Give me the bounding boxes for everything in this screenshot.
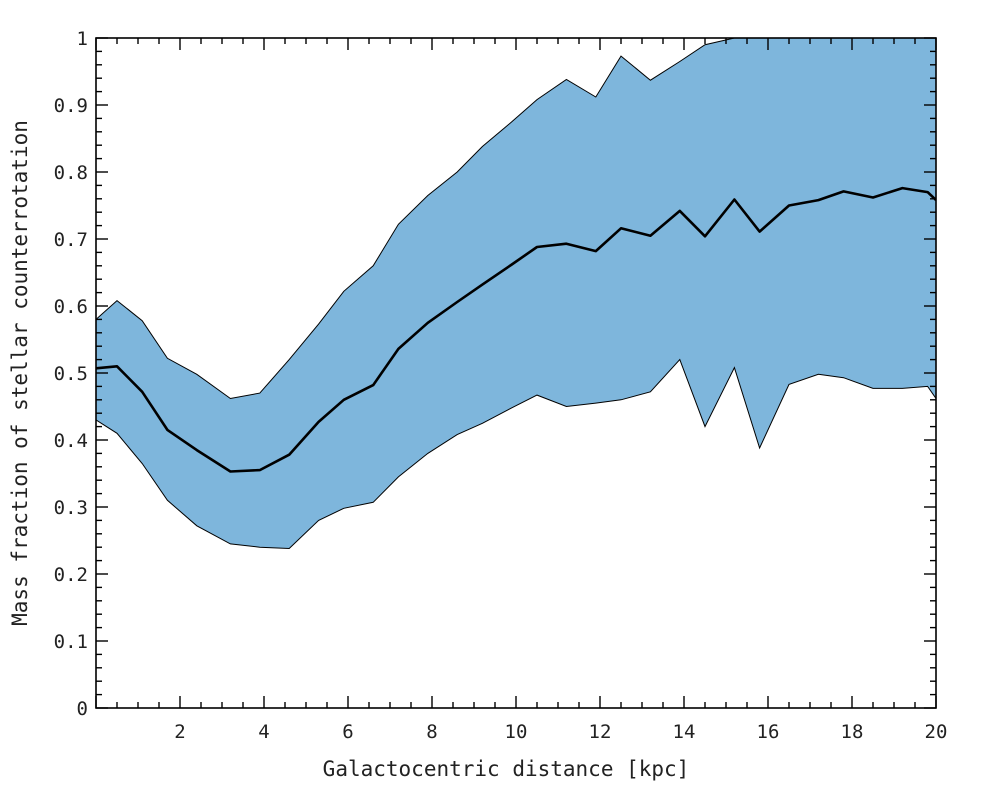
y-tick-label: 0.7 — [54, 229, 88, 251]
x-tick-label: 8 — [426, 721, 437, 743]
x-tick-label: 10 — [505, 721, 528, 743]
tick-marks — [95, 37, 937, 709]
x-axis-label: Galactocentric distance [kpc] — [323, 757, 690, 781]
x-tick-labels: 2 4 6 8 10 12 14 16 18 20 — [174, 721, 947, 743]
y-tick-label: 0.5 — [54, 363, 88, 385]
y-tick-label: 0.3 — [54, 497, 88, 519]
y-tick-label: 0.1 — [54, 631, 88, 653]
y-tick-label: 0.4 — [54, 430, 88, 452]
x-tick-label: 14 — [673, 721, 696, 743]
x-tick-label: 2 — [174, 721, 185, 743]
y-tick-label: 1 — [77, 28, 88, 50]
y-axis-label: Mass fraction of stellar counterrotation — [8, 120, 32, 626]
x-tick-label: 4 — [258, 721, 269, 743]
x-tick-label: 20 — [925, 721, 948, 743]
plot-area — [96, 38, 936, 550]
y-tick-label: 0.8 — [54, 162, 88, 184]
x-tick-label: 18 — [841, 721, 864, 743]
y-tick-labels: 0 0.1 0.2 0.3 0.4 0.5 0.6 0.7 0.8 0.9 1 — [54, 28, 88, 720]
x-tick-label: 16 — [757, 721, 780, 743]
y-tick-label: 0.6 — [54, 296, 88, 318]
y-tick-label: 0 — [77, 698, 88, 720]
confidence-band — [96, 38, 936, 550]
x-tick-label: 12 — [589, 721, 612, 743]
y-tick-label: 0.9 — [54, 95, 88, 117]
y-tick-label: 0.2 — [54, 564, 88, 586]
median-line — [96, 186, 936, 473]
x-tick-label: 6 — [342, 721, 353, 743]
